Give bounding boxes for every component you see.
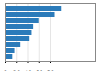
svg-text:0: 0 (4, 69, 8, 71)
svg-text:20: 20 (13, 69, 21, 71)
svg-text:40: 40 (24, 69, 32, 71)
svg-text:80: 80 (47, 69, 55, 71)
svg-text:60: 60 (35, 69, 43, 71)
